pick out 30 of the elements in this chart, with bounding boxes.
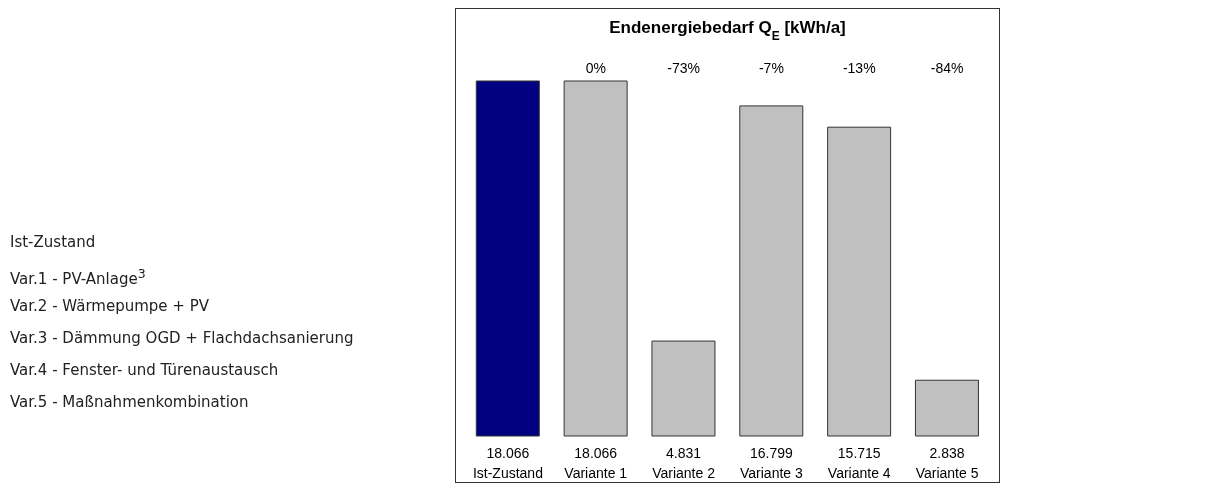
x-tick-label: Ist-Zustand: [472, 465, 543, 481]
bar: [739, 105, 804, 437]
x-tick-label: Variante 5: [915, 465, 979, 481]
data-label: 4.831: [666, 445, 702, 461]
bar: [563, 80, 628, 437]
text: -73%: [667, 60, 700, 76]
bar: [914, 379, 979, 437]
text: -84%: [930, 60, 964, 76]
x-tick-label: Variante 4: [827, 465, 891, 481]
text: -13%: [842, 60, 876, 76]
text: Var.3 - Dämmung OGD + Flachdachsanierung: [10, 328, 354, 349]
chart-title: Endenergiebedarf Q$_{E}$ [kWh/a]: [609, 18, 846, 43]
data-label: 2.838: [929, 445, 965, 461]
data-label: 18.066: [574, 445, 618, 461]
text: Var.1 - PV-Anlage$^{3}$: [10, 265, 147, 290]
data-label: 16.799: [750, 445, 794, 461]
bar: [651, 340, 716, 437]
data-label: 18.066: [486, 445, 530, 461]
x-tick-label: Variante 2: [652, 465, 716, 481]
bar: [827, 126, 892, 437]
text: Var.5 - Maßnahmenkombination: [10, 392, 250, 413]
bar: [475, 80, 540, 437]
data-label: 15.715: [837, 445, 881, 461]
text: 0%: [585, 60, 606, 76]
text: Var.2 - Wärmepumpe + PV: [10, 296, 210, 317]
x-tick-label: Variante 1: [564, 465, 628, 481]
x-tick-label: Variante 3: [740, 465, 804, 481]
text: -7%: [758, 60, 784, 76]
text: Ist-Zustand: [10, 232, 97, 253]
text: Var.4 - Fenster- und Türenaustausch: [10, 360, 280, 381]
